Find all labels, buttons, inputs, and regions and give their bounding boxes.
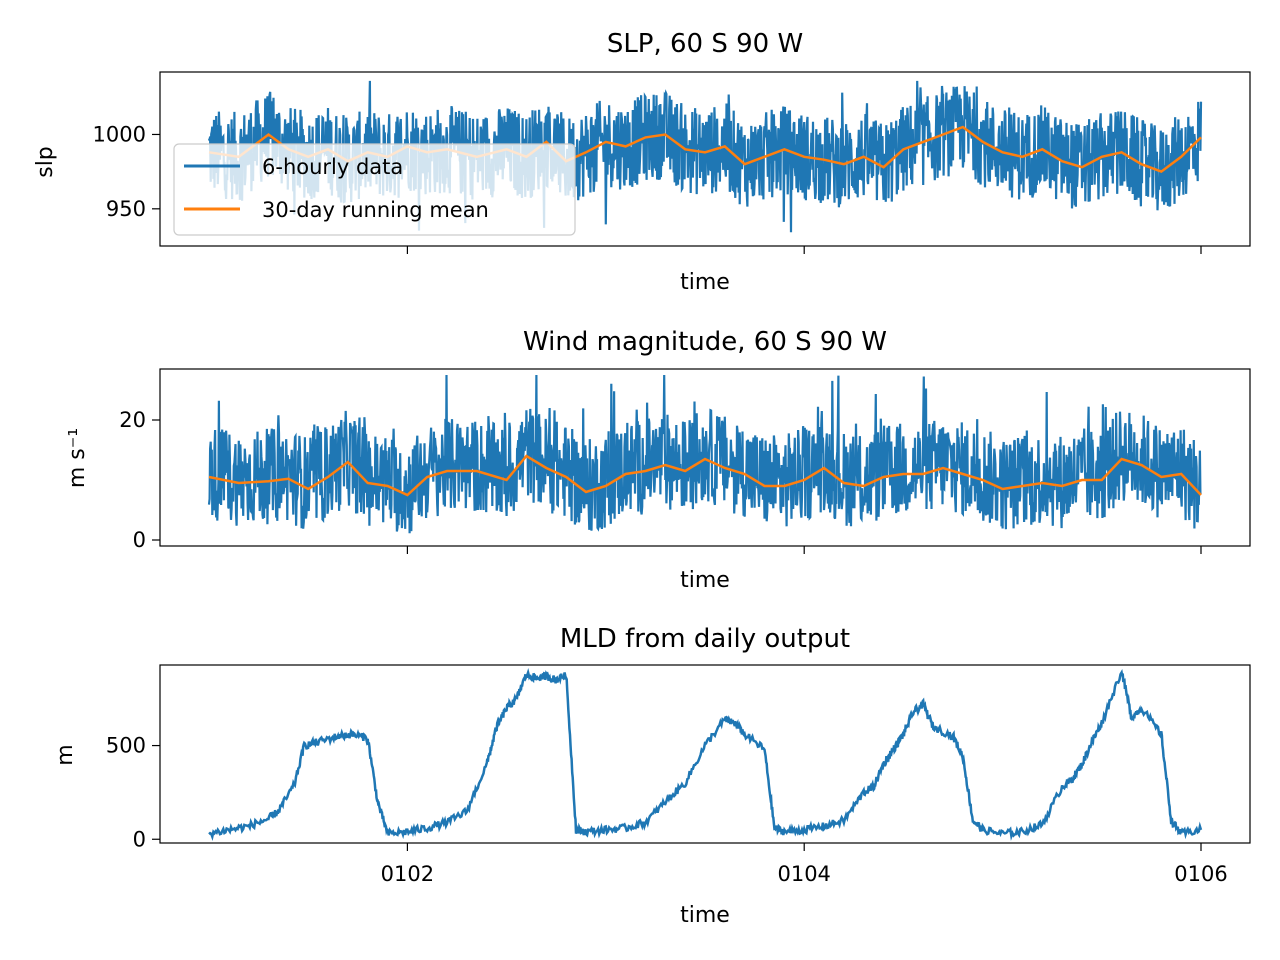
series-6hourly-line	[207, 374, 1202, 534]
mld-x-ticks: 0102 0104 0106	[381, 843, 1228, 886]
wind-xlabel: time	[680, 568, 730, 593]
legend-label-running-mean: 30-day running mean	[262, 198, 489, 222]
mld-ylabel: m	[53, 744, 78, 765]
slp-legend: 6-hourly data 30-day running mean	[173, 143, 576, 236]
mld-xlabel: time	[680, 903, 730, 928]
wind-x-ticks	[406, 546, 1202, 554]
slp-axes-frame	[159, 71, 1251, 247]
slp-ylabel: slp	[33, 146, 58, 178]
y-tick-label: 500	[106, 734, 146, 758]
y-tick-label: 950	[106, 197, 146, 221]
wind-title: Wind magnitude, 60 S 90 W	[523, 327, 887, 357]
wind-ylabel: m s⁻¹	[65, 428, 90, 488]
mld-y-ticks: 0 500	[106, 734, 160, 851]
mld-plot	[208, 668, 1203, 842]
y-tick-label: 1000	[93, 122, 146, 146]
y-tick-label: 0	[133, 528, 146, 552]
y-tick-label: 20	[119, 408, 146, 432]
series-6hourly-line	[207, 80, 1203, 233]
x-tick-label: 0106	[1174, 862, 1227, 886]
y-tick-label: 0	[133, 827, 146, 851]
wind-y-ticks: 0 20	[119, 408, 160, 552]
slp-y-ticks: 950 1000	[93, 122, 160, 221]
legend-label-6hourly: 6-hourly data	[262, 155, 403, 179]
legend-box	[173, 143, 576, 236]
series-mld-line	[208, 668, 1203, 842]
panel-wind: Wind magnitude, 60 S 90 W 0 20 time m s⁻¹	[65, 327, 1251, 593]
slp-x-ticks	[406, 246, 1202, 254]
series-running-mean-line	[208, 454, 1202, 497]
mld-title: MLD from daily output	[560, 624, 850, 654]
panel-slp: SLP, 60 S 90 W 950 1000 time slp 6-hourly…	[33, 29, 1251, 295]
x-tick-label: 0102	[381, 862, 434, 886]
mld-axes-frame	[159, 664, 1251, 844]
x-tick-label: 0104	[777, 862, 830, 886]
wind-plot	[207, 374, 1202, 534]
slp-title: SLP, 60 S 90 W	[607, 29, 803, 59]
wind-axes-frame	[159, 368, 1251, 547]
slp-xlabel: time	[680, 270, 730, 295]
